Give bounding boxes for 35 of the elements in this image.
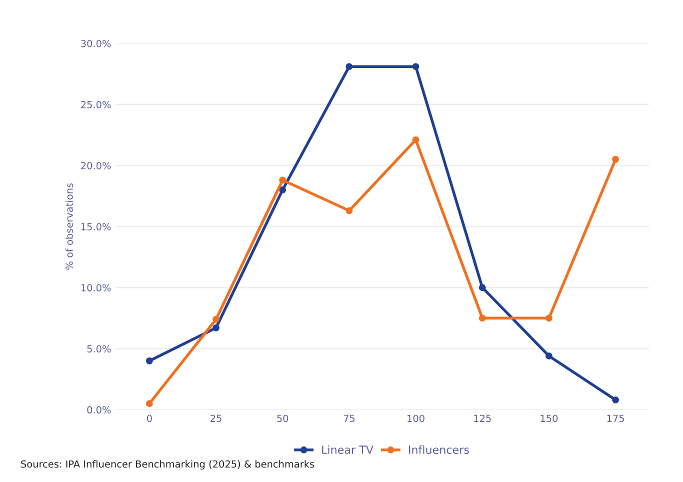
point bbox=[279, 176, 286, 184]
y-tick-label: 10.0% bbox=[81, 284, 111, 292]
y-axis-title: % of observations bbox=[65, 183, 73, 270]
x-tick-label: 150 bbox=[540, 414, 558, 422]
point bbox=[612, 156, 620, 163]
x-tick-label: 125 bbox=[474, 414, 491, 422]
y-tick-label: 0.0% bbox=[87, 406, 111, 414]
x-tick-label: 175 bbox=[607, 414, 624, 422]
point bbox=[279, 186, 286, 194]
y-tick-label: 5.0% bbox=[87, 345, 111, 352]
point bbox=[412, 136, 420, 144]
y-tick-label: 20.0% bbox=[81, 162, 111, 170]
source-note: Sources: IPA Influencer Benchmarking (2025) & benchmarks bbox=[21, 460, 314, 470]
point bbox=[412, 63, 420, 70]
point bbox=[146, 357, 153, 364]
x-tick-label: 75 bbox=[344, 414, 355, 422]
x-tick-label: 50 bbox=[277, 414, 288, 422]
y-tick-label: 30.0% bbox=[81, 40, 111, 48]
x-tick-label: 25 bbox=[210, 414, 222, 422]
point bbox=[478, 284, 486, 292]
y-tick-label: 15.0% bbox=[81, 223, 111, 230]
point bbox=[146, 400, 153, 408]
legend-label: Influencers bbox=[409, 445, 469, 454]
point bbox=[545, 352, 552, 360]
x-tick-label: 0 bbox=[146, 414, 152, 422]
legend-label: Linear TV bbox=[322, 445, 374, 454]
point bbox=[478, 314, 486, 322]
point bbox=[545, 314, 552, 322]
point bbox=[346, 207, 353, 214]
point bbox=[212, 324, 220, 332]
point bbox=[612, 396, 620, 404]
y-tick-label: 25.0% bbox=[81, 100, 111, 108]
point bbox=[346, 63, 353, 70]
point bbox=[212, 316, 220, 323]
x-tick-label: 100 bbox=[408, 414, 424, 422]
